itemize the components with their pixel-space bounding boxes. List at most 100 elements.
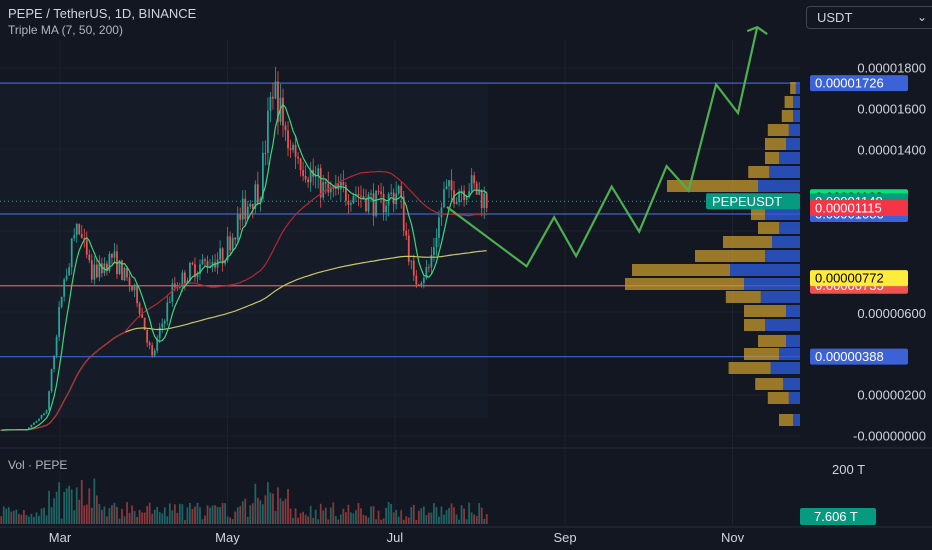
candle <box>189 263 191 281</box>
price-badge <box>810 200 908 217</box>
candle <box>473 175 476 184</box>
currency-selector[interactable]: USDT ⌄ <box>806 6 932 29</box>
volume-bars <box>0 478 488 524</box>
candle <box>294 144 297 157</box>
volume-bar <box>274 510 277 524</box>
last-volume-badge <box>800 508 876 525</box>
volume-bar <box>12 510 15 524</box>
candle <box>339 182 342 190</box>
volume-bar <box>299 513 302 524</box>
volume-profile-bar <box>765 319 800 331</box>
volume-bar <box>136 516 138 524</box>
candle <box>352 196 355 204</box>
volume-bar <box>106 516 108 524</box>
candle <box>63 279 66 297</box>
candle <box>241 198 244 220</box>
candle <box>415 275 418 285</box>
volume-bar <box>357 502 360 524</box>
volume-profile-bar <box>695 250 765 262</box>
price-badge <box>810 270 908 287</box>
volume-bar <box>259 500 262 524</box>
volume-profile-bar <box>788 392 800 404</box>
volume-bar <box>121 509 123 524</box>
study-legend[interactable]: Triple MA (7, 50, 200) <box>8 23 123 37</box>
volume-bar <box>350 512 352 524</box>
volume-bar <box>279 498 282 524</box>
candle <box>161 323 164 328</box>
volume-bar <box>246 516 249 524</box>
candle <box>448 180 450 187</box>
candle <box>214 262 216 268</box>
candle <box>111 253 113 258</box>
volume-bar <box>307 516 310 524</box>
volume-bar <box>168 503 171 524</box>
volume-profile-bar <box>765 138 786 150</box>
candle <box>480 190 483 209</box>
y-tick-label: 0.00000200 <box>857 388 926 403</box>
volume-bar <box>60 518 63 524</box>
candle <box>60 296 63 307</box>
candle <box>184 272 186 284</box>
candle <box>153 350 156 356</box>
volume-bar <box>440 506 443 524</box>
candle <box>483 193 486 209</box>
candle <box>108 253 111 272</box>
volume-bar <box>90 507 93 524</box>
candle <box>85 240 88 255</box>
volume-bar <box>7 507 10 524</box>
volume-bar <box>460 505 463 524</box>
y-tick-label: 0.00001800 <box>857 61 926 76</box>
candle <box>284 125 287 131</box>
volume-bar <box>435 507 438 524</box>
volume-bar <box>131 505 133 524</box>
candle <box>372 193 375 216</box>
candle <box>131 286 133 291</box>
volume-bar <box>433 503 435 524</box>
volume-bar <box>480 507 483 524</box>
volume-profile-bar <box>793 96 800 108</box>
candle <box>297 156 299 159</box>
candle <box>289 148 292 150</box>
candle <box>470 175 473 192</box>
volume-bar <box>347 504 350 524</box>
volume-bar <box>221 502 224 524</box>
candle <box>342 182 345 186</box>
volume-bar <box>412 504 415 524</box>
candle <box>277 81 279 122</box>
candle <box>264 152 267 154</box>
volume-bar <box>224 503 227 524</box>
volume-bar <box>319 503 322 524</box>
volume-bar <box>196 502 199 524</box>
candle <box>166 302 169 321</box>
candle <box>347 200 350 205</box>
candle <box>38 418 40 421</box>
candle <box>261 152 264 199</box>
volume-bar <box>453 507 455 524</box>
volume-bar <box>312 517 315 524</box>
candle <box>251 203 254 209</box>
volume-bar <box>339 514 342 524</box>
volume-bar <box>410 507 413 524</box>
volume-bar <box>407 517 410 524</box>
volume-bar <box>322 510 325 524</box>
volume-bar <box>405 516 408 524</box>
volume-bar <box>438 516 440 524</box>
symbol-title: PEPE / TetherUS, 1D, BINANCE <box>8 6 197 21</box>
candle <box>244 198 247 220</box>
volume-bar <box>473 514 476 524</box>
volume-bar <box>450 503 453 524</box>
volume-bar <box>163 507 166 524</box>
volume-profile-bar <box>723 236 772 248</box>
volume-legend[interactable]: Vol · PEPE <box>8 458 68 472</box>
volume-bar <box>390 503 393 524</box>
candle <box>45 410 48 414</box>
candle <box>367 194 370 212</box>
candle <box>292 144 294 150</box>
candle <box>478 190 481 195</box>
candle <box>48 391 50 411</box>
volume-bar <box>85 504 88 524</box>
volume-bar <box>254 483 257 524</box>
volume-bar <box>425 515 428 524</box>
candle <box>360 195 362 197</box>
